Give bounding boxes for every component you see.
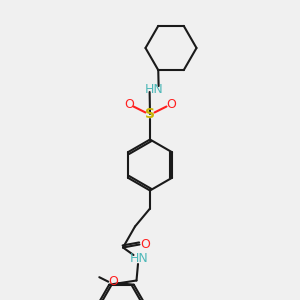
Text: HN: HN	[130, 251, 149, 265]
Text: S: S	[145, 107, 155, 121]
Text: HN: HN	[145, 82, 164, 95]
Text: O: O	[124, 98, 134, 112]
Text: O: O	[108, 275, 118, 288]
Text: O: O	[166, 98, 176, 112]
Text: O: O	[141, 238, 150, 251]
